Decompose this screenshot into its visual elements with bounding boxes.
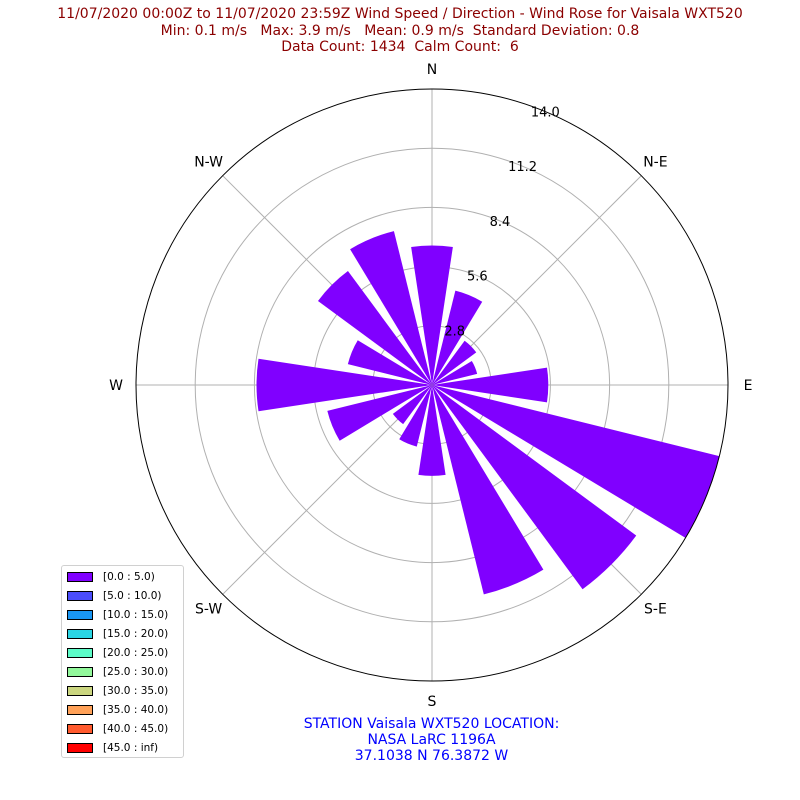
direction-label-n: N <box>427 62 437 78</box>
legend-swatch <box>67 648 93 658</box>
wind-bar-7 <box>432 385 544 595</box>
legend-label: [40.0 : 45.0) <box>103 723 169 735</box>
direction-label-n-e: N-E <box>643 155 667 171</box>
radial-tick-label-2: 8.4 <box>490 215 511 230</box>
legend-item: [45.0 : inf) <box>67 742 158 754</box>
wind-bar-1 <box>432 290 483 385</box>
legend-item: [35.0 : 40.0) <box>67 704 168 716</box>
legend-label: [15.0 : 20.0) <box>103 628 169 640</box>
direction-label-n-w: N-W <box>194 155 223 171</box>
legend: [0.0 : 5.0) [5.0 : 10.0) [10.0 : 15.0) [15.… <box>61 565 184 758</box>
legend-label: [45.0 : inf) <box>103 742 159 754</box>
station-line-3: 37.1038 N 76.3872 W <box>354 748 509 764</box>
legend-label: [0.0 : 5.0) <box>103 571 155 583</box>
wind-bar-14 <box>317 270 432 385</box>
legend-label: [30.0 : 35.0) <box>103 685 169 697</box>
legend-item: [10.0 : 15.0) <box>67 609 168 621</box>
legend-label: [25.0 : 30.0) <box>103 666 169 678</box>
outer-border <box>135 88 729 682</box>
direction-label-e: E <box>744 378 753 394</box>
legend-swatch <box>67 686 93 696</box>
wind-bar-12 <box>256 358 432 412</box>
legend-swatch <box>67 591 93 601</box>
chart-title-line-2: Min: 0.1 m/s Max: 3.9 m/s Mean: 0.9 m/s … <box>160 23 640 39</box>
legend-label: [20.0 : 25.0) <box>103 647 169 659</box>
wind-bar-9 <box>399 385 432 447</box>
legend-swatch <box>67 743 93 753</box>
legend-swatch <box>67 610 93 620</box>
wind-bar-6 <box>432 385 637 590</box>
wind-bar-8 <box>418 385 446 476</box>
station-line-2: NASA LaRC 1196A <box>367 732 496 748</box>
station-line-1: STATION Vaisala WXT520 LOCATION: <box>303 716 560 732</box>
legend-item: [20.0 : 25.0) <box>67 647 168 659</box>
legend-swatch <box>67 667 93 677</box>
legend-label: [10.0 : 15.0) <box>103 609 169 621</box>
legend-swatch <box>67 629 93 639</box>
legend-item: [5.0 : 10.0) <box>67 590 161 602</box>
legend-item: [40.0 : 45.0) <box>67 723 168 735</box>
wind-bar-5 <box>432 385 720 538</box>
radial-tick-label-4: 14.0 <box>531 106 560 121</box>
wind-bar-13 <box>347 340 432 385</box>
radial-tick-label-0: 2.8 <box>444 324 465 339</box>
legend-item: [0.0 : 5.0) <box>67 571 155 583</box>
chart-title-line-1: 11/07/2020 00:00Z to 11/07/2020 23:59Z W… <box>57 6 743 22</box>
wind-bar-10 <box>392 385 432 425</box>
wind-bar-2 <box>432 340 477 385</box>
legend-swatch <box>67 705 93 715</box>
direction-label-s: S <box>428 694 437 710</box>
wind-bar-3 <box>432 360 478 385</box>
legend-swatch <box>67 572 93 582</box>
direction-label-s-w: S-W <box>195 601 222 617</box>
wind-bar-0 <box>411 245 453 385</box>
direction-label-s-e: S-E <box>644 601 667 617</box>
wind-bar-4 <box>432 367 549 403</box>
wind-bar-15 <box>350 231 432 385</box>
legend-swatch <box>67 724 93 734</box>
chart-title-line-3: Data Count: 1434 Calm Count: 6 <box>281 39 519 55</box>
radial-tick-label-3: 11.2 <box>508 160 537 175</box>
direction-label-w: W <box>109 378 123 394</box>
legend-item: [15.0 : 20.0) <box>67 628 168 640</box>
radial-tick-label-1: 5.6 <box>467 270 488 285</box>
legend-item: [25.0 : 30.0) <box>67 666 168 678</box>
grid-spoke-5 <box>222 384 433 595</box>
wind-bar-11 <box>327 385 432 441</box>
legend-label: [5.0 : 10.0) <box>103 590 162 602</box>
legend-label: [35.0 : 40.0) <box>103 704 169 716</box>
legend-item: [30.0 : 35.0) <box>67 685 168 697</box>
